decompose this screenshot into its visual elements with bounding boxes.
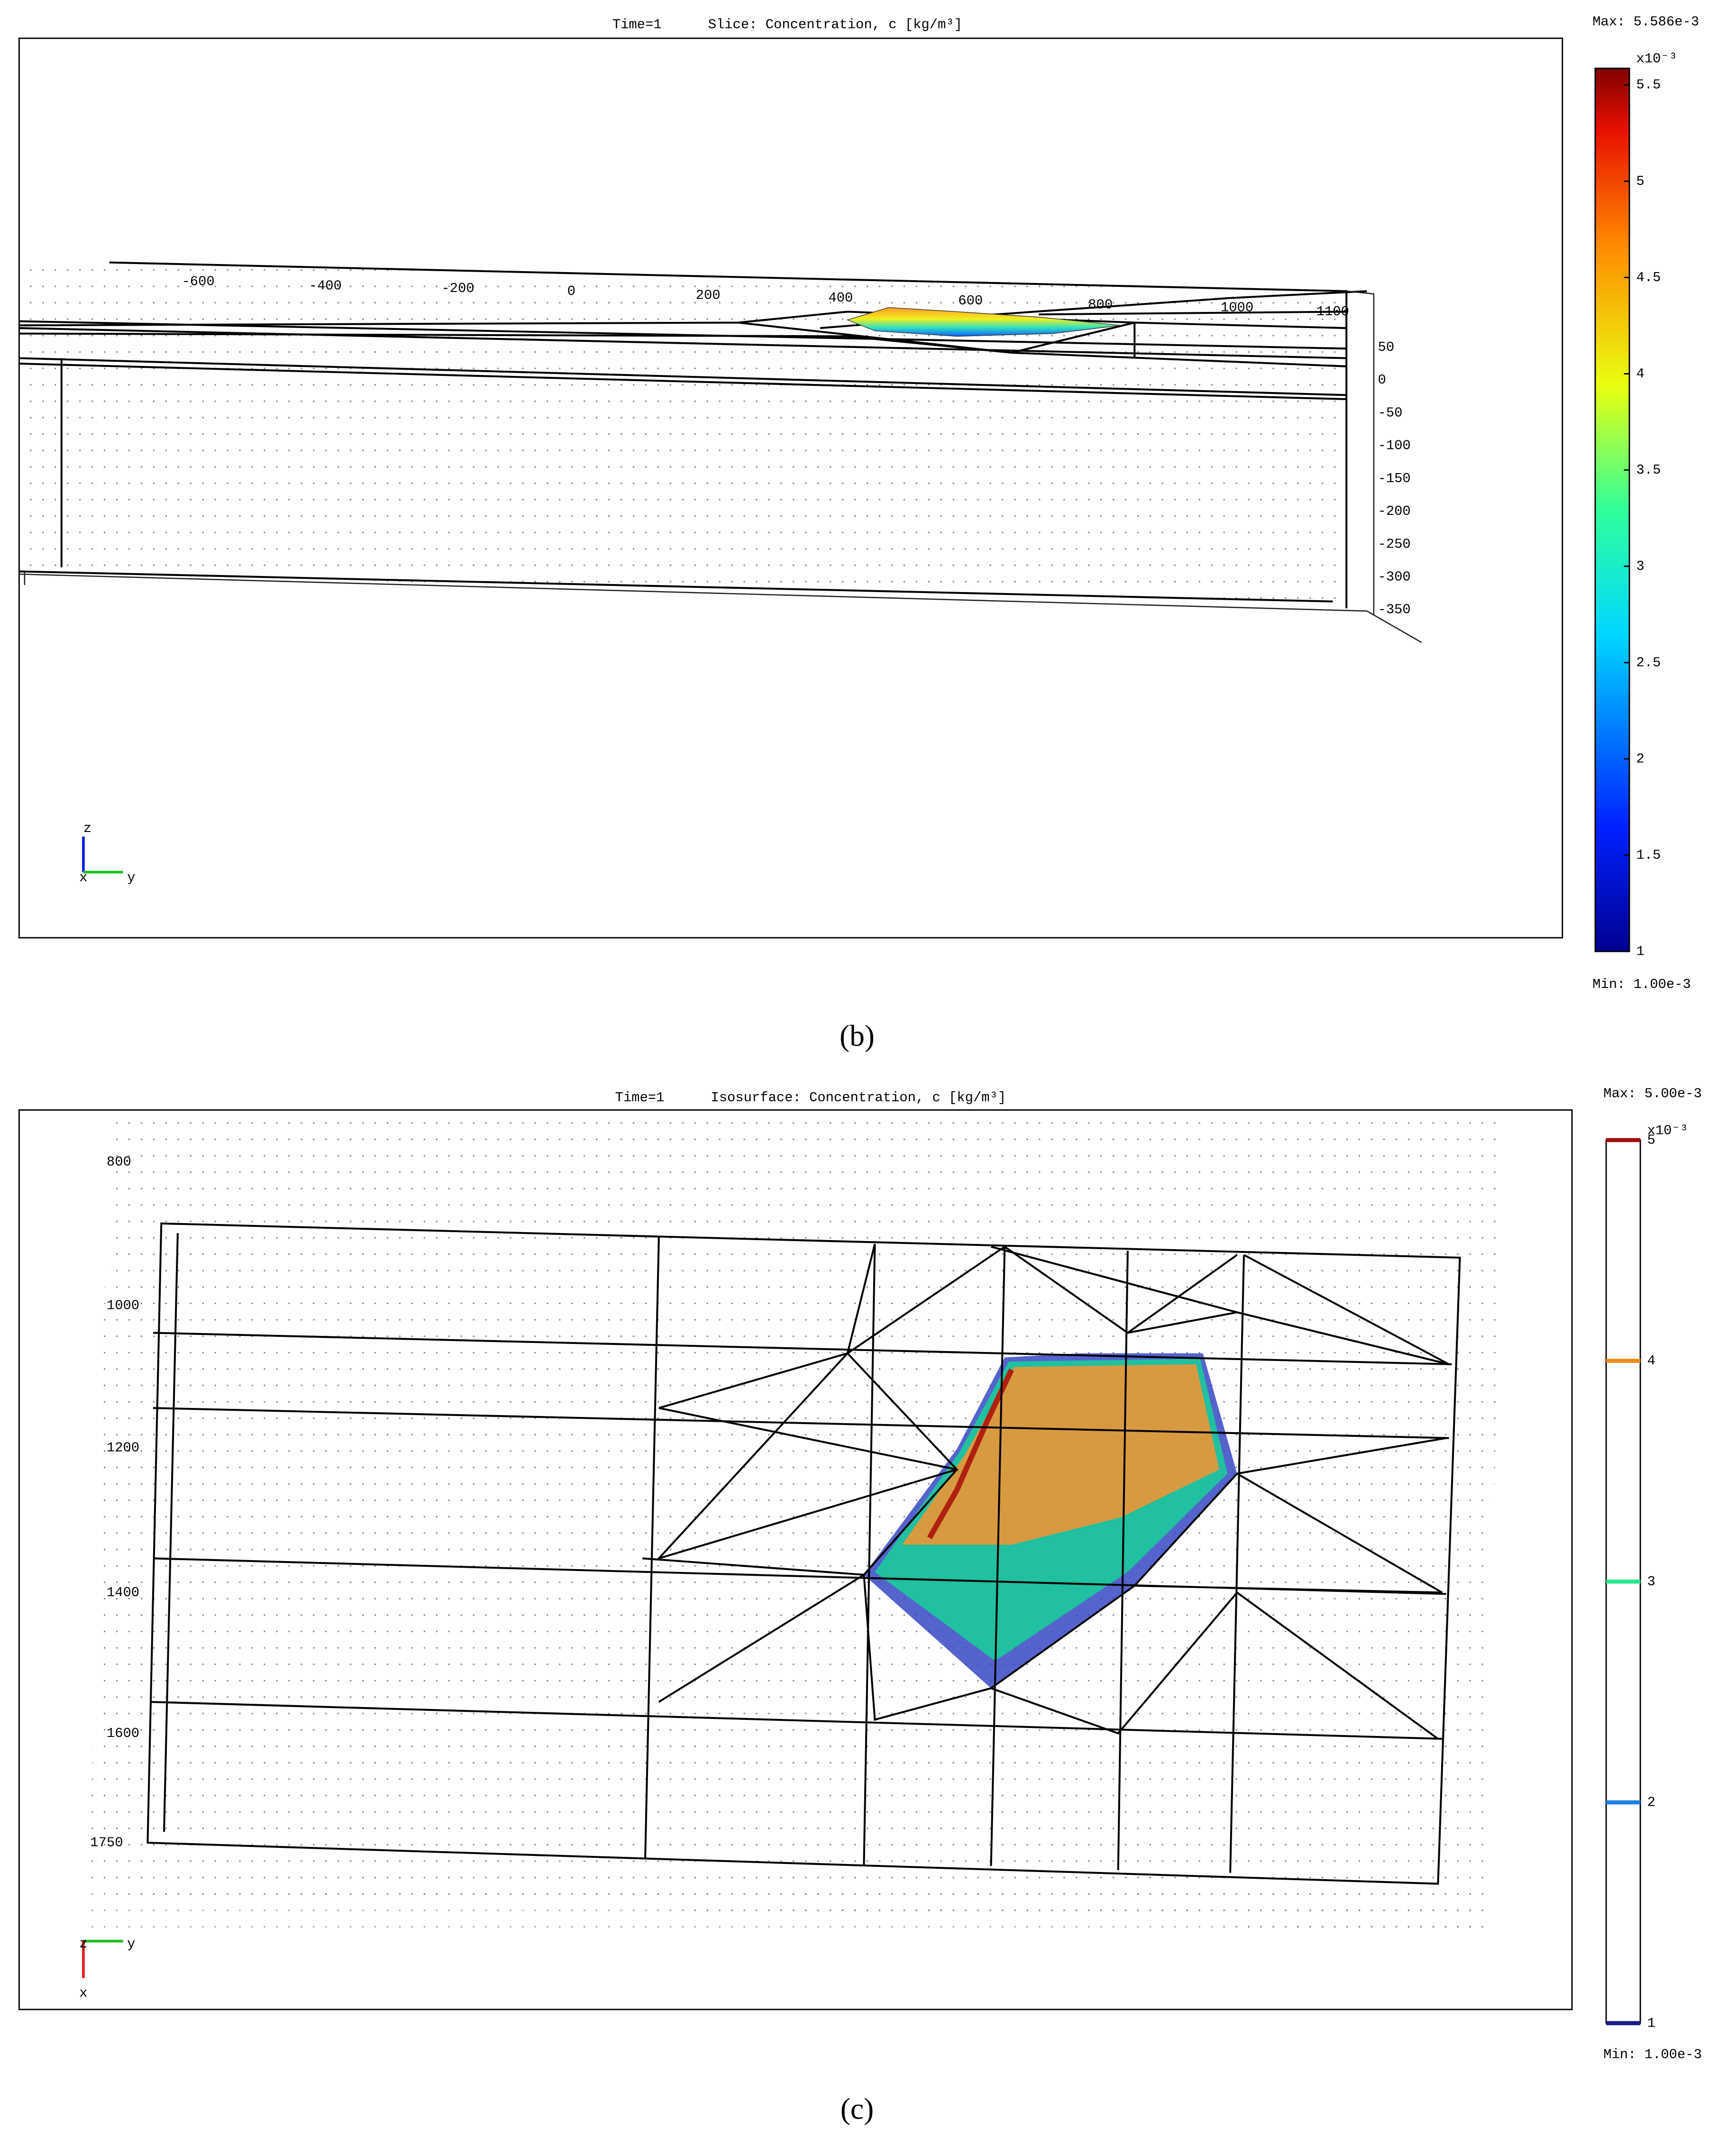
colorbar-tick-label: 4 [1647, 1353, 1655, 1369]
x-axis-label: 1400 [107, 1585, 139, 1600]
z-axis-label: -150 [1378, 471, 1411, 486]
z-axis-label: -50 [1378, 405, 1403, 420]
colorbar-tick-label: 5 [1647, 1133, 1655, 1148]
z-axis-label: -100 [1378, 438, 1411, 454]
colorbar-tick-label: 1 [1647, 2015, 1655, 2031]
y-axis-label: 600 [958, 293, 983, 309]
min-label: Min: 1.00e-3 [1592, 977, 1691, 992]
colorbar-tick-label: 3 [1636, 558, 1645, 574]
x-axis-label: 800 [107, 1154, 131, 1170]
triad-label: x [79, 1985, 87, 2001]
colorbar-tick-label: 5 [1636, 174, 1645, 189]
z-axis-label: -300 [1378, 569, 1411, 585]
triad [82, 836, 123, 874]
x-axis-label: 1600 [107, 1726, 139, 1741]
z-axis-label: -250 [1378, 536, 1411, 552]
colorbar-tick-label: 2 [1636, 751, 1645, 767]
y-axis-label: 800 [1088, 297, 1113, 313]
y-axis-label: 400 [828, 290, 853, 306]
caption: (c) [841, 2092, 874, 2126]
triad-label: x [79, 870, 87, 886]
plot-title: Isosurface: Concentration, c [kg/m³] [711, 1090, 1006, 1105]
y-axis-label: 1000 [1221, 300, 1253, 315]
x-axis-label: 1750 [90, 1835, 123, 1851]
colorbar [1594, 67, 1630, 952]
colorbar-tick-label: 3 [1647, 1574, 1655, 1590]
y-axis-label: -400 [309, 278, 342, 293]
colorbar-tick-label: 3.5 [1636, 462, 1661, 478]
max-label: Max: 5.586e-3 [1592, 14, 1699, 30]
colorbar-tick-label: 4.5 [1636, 270, 1661, 285]
colorbar-exponent: x10⁻³ [1647, 1123, 1689, 1138]
y-axis-label: -600 [182, 274, 215, 290]
colorbar-tick-label: 4 [1636, 366, 1645, 382]
max-label: Max: 5.00e-3 [1603, 1086, 1702, 1101]
caption: (b) [840, 1019, 875, 1052]
colorbar-tick-label: 2 [1647, 1795, 1655, 1810]
y-axis-label: 0 [567, 283, 576, 299]
grid-dots [24, 259, 1347, 602]
colorbar-exponent: x10⁻³ [1636, 51, 1678, 67]
y-axis-label: -200 [441, 281, 474, 296]
triad [82, 1939, 123, 1978]
y-axis-label: 200 [696, 287, 721, 303]
y-axis-label: 1100 [1316, 304, 1349, 320]
colorbar-tick-label: 2.5 [1636, 655, 1661, 670]
z-axis-label: -200 [1378, 503, 1411, 519]
min-label: Min: 1.00e-3 [1603, 2047, 1702, 2063]
colorbar-tick-label: 5.5 [1636, 77, 1661, 93]
time-label: Time=1 [612, 17, 662, 33]
triad-label: y [127, 1936, 135, 1952]
base-dots [89, 1879, 1483, 1932]
z-axis-label: -350 [1378, 602, 1411, 618]
isosurface-core [902, 1364, 1220, 1545]
plot-title: Slice: Concentration, c [kg/m³] [708, 17, 962, 33]
x-axis-label: 1000 [107, 1297, 139, 1313]
isosurface-peak [927, 1368, 1014, 1539]
concentration-slice [846, 307, 1121, 337]
z-axis-label: 50 [1378, 339, 1395, 355]
mesh [19, 261, 1422, 643]
colorbar-tick-label: 1 [1636, 944, 1645, 959]
z-axis-label: 0 [1378, 372, 1386, 388]
triad-label: y [127, 870, 135, 886]
colorbar-tick-label: 1.5 [1636, 848, 1661, 863]
triad-label: z [79, 1936, 87, 1952]
x-axis-label: 1200 [107, 1440, 139, 1455]
triad-label: z [83, 821, 91, 836]
time-label: Time=1 [615, 1090, 665, 1105]
